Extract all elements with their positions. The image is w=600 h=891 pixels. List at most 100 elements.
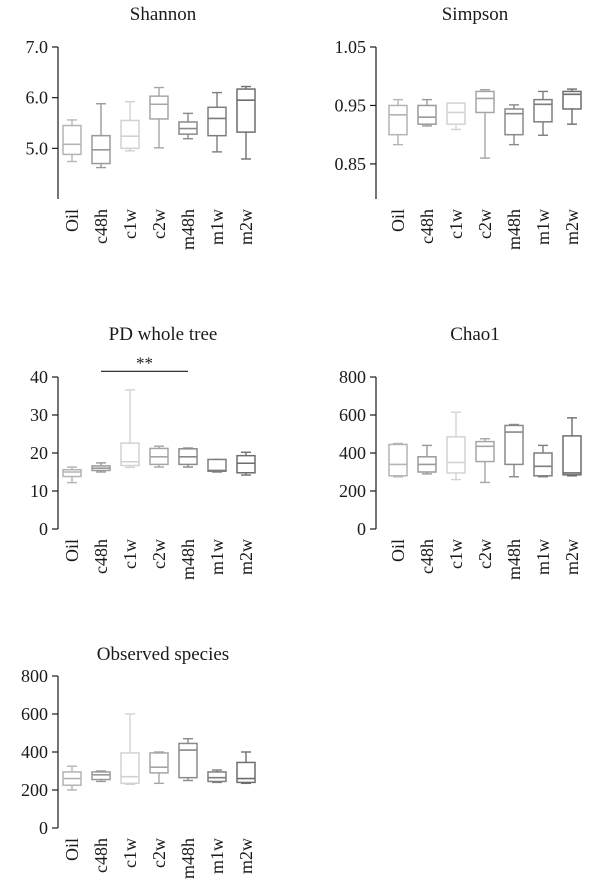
chart-title: Shannon bbox=[130, 4, 197, 25]
y-tick-label: 1.05 bbox=[335, 37, 367, 57]
x-category-label: m1w bbox=[533, 539, 553, 575]
x-category-label: c1w bbox=[120, 539, 140, 569]
x-category-label: m2w bbox=[562, 209, 582, 245]
y-tick-label: 600 bbox=[21, 704, 48, 724]
y-tick-label: 30 bbox=[30, 405, 48, 425]
iqr-box bbox=[446, 436, 466, 474]
iqr-box bbox=[207, 771, 227, 783]
x-category-label: c48h bbox=[91, 539, 111, 574]
y-tick-label: 0.85 bbox=[335, 154, 367, 174]
box-Oil bbox=[62, 466, 82, 484]
y-tick-label: 400 bbox=[339, 443, 366, 463]
y-tick-label: 5.0 bbox=[26, 138, 49, 158]
panel-chao1: Chao1 800 600 400 200 0 Oil c48h c1w c2w m48h m1w m2… bbox=[339, 324, 582, 580]
box-m1w bbox=[207, 769, 227, 784]
x-category-label: m48h bbox=[504, 209, 524, 250]
box-m48h bbox=[178, 447, 198, 468]
x-category-label: c1w bbox=[120, 209, 140, 239]
iqr-box bbox=[62, 468, 82, 478]
y-tick-label: 400 bbox=[21, 742, 48, 762]
box-c48h bbox=[91, 462, 111, 473]
panel-simpson: Simpson 1.05 0.95 0.85 Oil c48h c1w c2w m48h m1w m… bbox=[335, 4, 583, 250]
box-c2w bbox=[149, 86, 169, 149]
iqr-box bbox=[475, 90, 495, 114]
chart-title: Observed species bbox=[97, 644, 229, 665]
significance-marker: ** bbox=[136, 353, 153, 372]
y-tick-label: 6.0 bbox=[26, 88, 49, 108]
x-category-label: c2w bbox=[149, 539, 169, 569]
y-tick-label: 10 bbox=[30, 481, 48, 501]
box-Oil bbox=[62, 765, 82, 791]
box-c48h bbox=[91, 770, 111, 783]
box-c2w bbox=[149, 751, 169, 785]
y-tick-label: 800 bbox=[339, 367, 366, 387]
box-m48h bbox=[178, 112, 198, 140]
iqr-box bbox=[388, 443, 408, 477]
iqr-box bbox=[178, 742, 198, 779]
x-category-label: m1w bbox=[207, 539, 227, 575]
y-tick-label: 0 bbox=[39, 519, 48, 539]
iqr-box bbox=[207, 458, 227, 472]
box-c1w bbox=[120, 713, 140, 785]
iqr-box bbox=[504, 424, 524, 466]
y-tick-label: 200 bbox=[21, 780, 48, 800]
iqr-box bbox=[236, 88, 256, 133]
iqr-box bbox=[562, 90, 582, 110]
iqr-box bbox=[446, 102, 466, 125]
x-category-label: c48h bbox=[417, 209, 437, 244]
box-m48h bbox=[504, 423, 524, 478]
box-m2w bbox=[236, 751, 256, 785]
x-category-label: m48h bbox=[178, 209, 198, 250]
y-tick-label: 0.95 bbox=[335, 95, 367, 115]
iqr-box bbox=[207, 106, 227, 137]
box-c1w bbox=[120, 101, 140, 152]
y-tick-label: 7.0 bbox=[26, 37, 49, 57]
chart-title: PD whole tree bbox=[109, 324, 218, 345]
box-m1w bbox=[207, 458, 227, 473]
x-category-label: m48h bbox=[178, 838, 198, 879]
x-category-label: Oil bbox=[62, 838, 82, 861]
iqr-box bbox=[504, 108, 524, 136]
box-c2w bbox=[475, 88, 495, 159]
x-category-label: Oil bbox=[62, 209, 82, 232]
y-tick-label: 800 bbox=[21, 666, 48, 686]
iqr-box bbox=[91, 771, 111, 781]
iqr-box bbox=[120, 442, 140, 467]
iqr-box bbox=[236, 761, 256, 784]
x-category-label: Oil bbox=[388, 209, 408, 232]
x-category-label: Oil bbox=[388, 539, 408, 562]
box-m2w bbox=[562, 417, 582, 477]
x-category-label: c2w bbox=[149, 209, 169, 239]
y-tick-label: 600 bbox=[339, 405, 366, 425]
box-c1w bbox=[446, 102, 466, 131]
iqr-box bbox=[236, 454, 256, 474]
x-category-label: m2w bbox=[236, 838, 256, 874]
x-category-label: c2w bbox=[475, 209, 495, 239]
box-m48h bbox=[178, 738, 198, 782]
iqr-box bbox=[417, 104, 437, 125]
box-c1w bbox=[120, 389, 140, 469]
x-category-label: c2w bbox=[475, 539, 495, 569]
y-tick-label: 200 bbox=[339, 481, 366, 501]
x-category-label: m1w bbox=[533, 209, 553, 245]
x-category-label: c48h bbox=[91, 209, 111, 244]
iqr-box bbox=[149, 752, 169, 774]
y-tick-label: 0 bbox=[39, 818, 48, 838]
box-m1w bbox=[533, 90, 553, 136]
box-Oil bbox=[388, 442, 408, 478]
iqr-box bbox=[388, 104, 408, 136]
panel-observed-species: Observed species 800 600 400 200 0 Oil c48h c1w c… bbox=[21, 644, 256, 879]
y-tick-label: 0 bbox=[357, 519, 366, 539]
box-c2w bbox=[149, 445, 169, 468]
x-category-label: c48h bbox=[91, 838, 111, 873]
x-category-label: c1w bbox=[120, 838, 140, 868]
iqr-box bbox=[533, 98, 553, 123]
x-category-label: c1w bbox=[446, 209, 466, 239]
x-category-label: c2w bbox=[149, 838, 169, 868]
x-category-label: m2w bbox=[562, 539, 582, 575]
x-category-label: c48h bbox=[417, 539, 437, 574]
panel-shannon: Shannon 7.0 6.0 5.0 Oil c48h c1w c2w m48h m1w m2w bbox=[26, 4, 257, 250]
x-category-label: m1w bbox=[207, 209, 227, 245]
box-Oil bbox=[62, 119, 82, 163]
x-category-label: m2w bbox=[236, 539, 256, 575]
